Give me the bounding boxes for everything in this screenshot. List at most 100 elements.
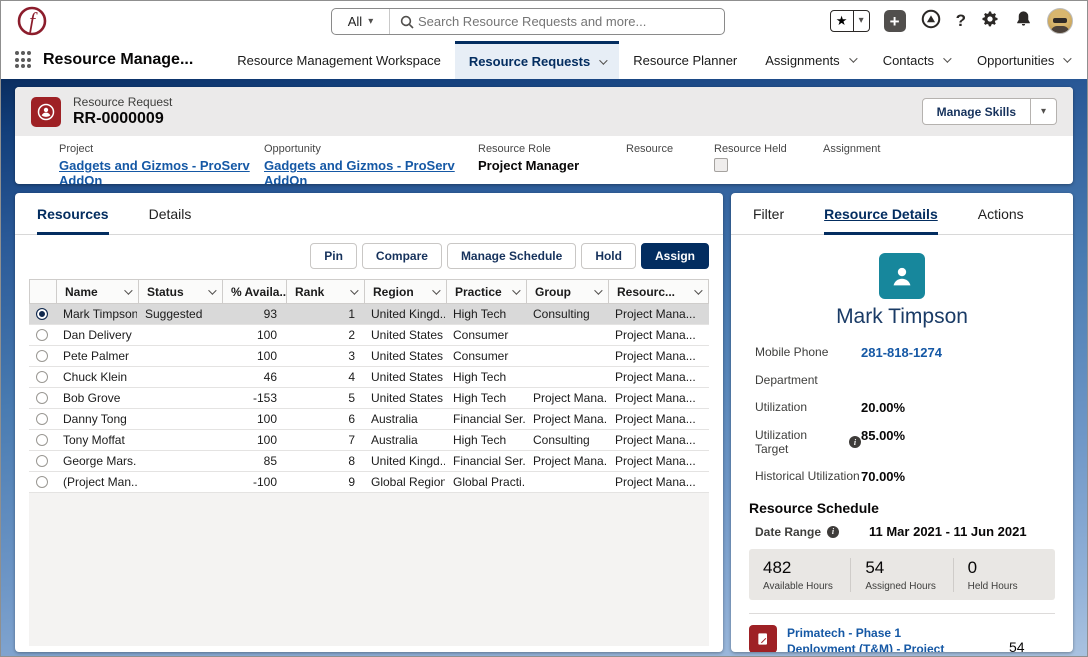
select-cell [29, 434, 55, 446]
row-select-radio[interactable] [36, 476, 48, 488]
chevron-down-icon[interactable] [1063, 54, 1072, 63]
cell-resource: Project Mana... [615, 454, 696, 468]
tab-actions[interactable]: Actions [977, 205, 1024, 222]
select-cell [29, 455, 55, 467]
cell-region: United Kingd... [371, 307, 445, 321]
column-header-status[interactable]: Status [138, 280, 222, 303]
tab-filter[interactable]: Filter [753, 205, 785, 222]
select-cell [29, 392, 55, 404]
column-header-practice[interactable]: Practice [446, 280, 526, 303]
column-header-availa[interactable]: % Availa... [222, 280, 286, 303]
app-name[interactable]: Resource Manage... [43, 51, 194, 68]
column-header-resourc[interactable]: Resourc... [608, 280, 708, 303]
chevron-down-icon[interactable] [848, 54, 858, 63]
manage-skills-button[interactable]: Manage Skills [921, 98, 1031, 125]
nav-tab-resource-requests[interactable]: Resource Requests [454, 41, 620, 79]
notifications-bell-icon[interactable] [1014, 9, 1033, 33]
table-row[interactable]: Chuck Klein 46 4 United States High Tech Proj… [29, 367, 709, 388]
nav-tab-resource-management-workspace[interactable]: Resource Management Workspace [237, 52, 441, 68]
resource-name: Mark Timpson [836, 305, 968, 328]
nav-tab-opportunities[interactable]: Opportunities [963, 41, 1083, 79]
manage-skills-dropdown-icon[interactable]: ▾ [1031, 98, 1057, 125]
table-body: Mark Timpson Suggested 93 1 United Kingd... H… [29, 304, 709, 493]
row-select-radio[interactable] [36, 329, 48, 341]
column-label: Region [373, 284, 414, 299]
column-header-group[interactable]: Group [526, 280, 608, 303]
row-select-radio[interactable] [36, 371, 48, 383]
tab-resources[interactable]: Resources [37, 193, 109, 235]
row-select-radio[interactable] [36, 413, 48, 425]
compare-button[interactable]: Compare [361, 243, 442, 269]
setup-gear-icon[interactable] [980, 9, 1000, 34]
column-label: Practice [455, 284, 502, 299]
table-row[interactable]: (Project Man... -100 9 Global Region Global … [29, 472, 709, 493]
cell-name: (Project Man... [63, 475, 137, 489]
cell-availability: 85 [263, 454, 277, 468]
nav-tab-resource-planner[interactable]: Resource Planner [633, 52, 738, 68]
nav-tab-assignments[interactable]: Assignments [751, 41, 868, 79]
assign-button[interactable]: Assign [640, 243, 709, 269]
favorites-star-icon[interactable]: ★ [829, 10, 854, 32]
search-icon [390, 15, 418, 29]
table-row[interactable]: Dan Delivery 100 2 United States Consumer Pro… [29, 325, 709, 346]
info-icon[interactable]: i [827, 525, 840, 538]
opportunity-link[interactable]: Gadgets and Gizmos - ProServ AddOn [264, 158, 455, 184]
cell-name: Dan Delivery [63, 328, 132, 342]
chevron-down-icon[interactable] [512, 285, 521, 295]
chevron-down-icon[interactable] [943, 54, 952, 63]
cell-practice: High Tech [453, 307, 507, 321]
chevron-down-icon[interactable] [594, 285, 603, 295]
resources-toolbar: Pin Compare Manage Schedule Hold Assign [15, 235, 723, 276]
cell-practice: Financial Ser... [453, 454, 525, 468]
user-avatar[interactable] [1047, 8, 1073, 34]
row-select-radio[interactable] [36, 434, 48, 446]
quick-add-icon[interactable]: + [883, 10, 906, 32]
column-header-rank[interactable]: Rank [286, 280, 364, 303]
table-row[interactable]: Danny Tong 100 6 Australia Financial Ser... P… [29, 409, 709, 430]
column-header-name[interactable]: Name [56, 280, 138, 303]
nav-tab-more[interactable]: More▾ [1083, 41, 1087, 79]
app-launcher-icon[interactable] [15, 51, 31, 69]
table-row[interactable]: Mark Timpson Suggested 93 1 United Kingd... H… [29, 304, 709, 325]
chevron-down-icon[interactable] [350, 285, 359, 295]
guidance-icon[interactable] [920, 8, 942, 35]
cell-region: United States [371, 328, 444, 342]
cell-availability: 100 [256, 349, 277, 363]
table-row[interactable]: Pete Palmer 100 3 United States Consumer Proj… [29, 346, 709, 367]
row-select-radio[interactable] [36, 455, 48, 467]
chevron-down-icon[interactable] [124, 285, 133, 295]
column-label: Name [65, 284, 98, 299]
search-input[interactable] [418, 14, 724, 29]
cell-resource: Project Mana... [615, 412, 696, 426]
tab-details[interactable]: Details [148, 205, 192, 222]
field-project: Project Gadgets and Gizmos - ProServ Add… [59, 143, 264, 184]
row-select-radio[interactable] [36, 350, 48, 362]
help-icon[interactable]: ? [955, 11, 966, 30]
chevron-down-icon[interactable] [432, 285, 441, 295]
table-row[interactable]: Tony Moffat 100 7 Australia High Tech Consult… [29, 430, 709, 451]
table-row[interactable]: George Mars... 85 8 United Kingd... Financia… [29, 451, 709, 472]
project-link[interactable]: Gadgets and Gizmos - ProServ AddOn [59, 158, 250, 184]
chevron-down-icon[interactable] [694, 285, 703, 295]
pin-button[interactable]: Pin [310, 243, 357, 269]
favorites-dropdown-icon[interactable]: ▾ [853, 10, 870, 32]
table-row[interactable]: Bob Grove -153 5 United States High Tech Proj… [29, 388, 709, 409]
cell-resource: Project Mana... [615, 391, 696, 405]
tab-resource-details[interactable]: Resource Details [824, 193, 938, 235]
assignment-hours: 54 hours [1009, 639, 1025, 652]
manage-schedule-button[interactable]: Manage Schedule [446, 243, 577, 269]
cell-name: Pete Palmer [63, 349, 130, 363]
hold-button[interactable]: Hold [581, 243, 636, 269]
chevron-down-icon[interactable] [599, 55, 608, 65]
mobile-phone-link[interactable]: 281-818-1274 [861, 345, 942, 360]
assignment-link[interactable]: Primatech - Phase 1 Deployment (T&M) - P… [787, 626, 945, 652]
chevron-down-icon[interactable] [208, 285, 217, 295]
resource-held-checkbox[interactable] [714, 158, 728, 172]
field-resource-role: Resource Role Project Manager [478, 143, 580, 173]
row-select-radio[interactable] [36, 308, 48, 320]
search-scope-selector[interactable]: All ▾ [332, 9, 390, 34]
row-select-radio[interactable] [36, 392, 48, 404]
column-header-region[interactable]: Region [364, 280, 446, 303]
info-icon[interactable]: i [849, 436, 861, 448]
nav-tab-contacts[interactable]: Contacts [869, 41, 963, 79]
